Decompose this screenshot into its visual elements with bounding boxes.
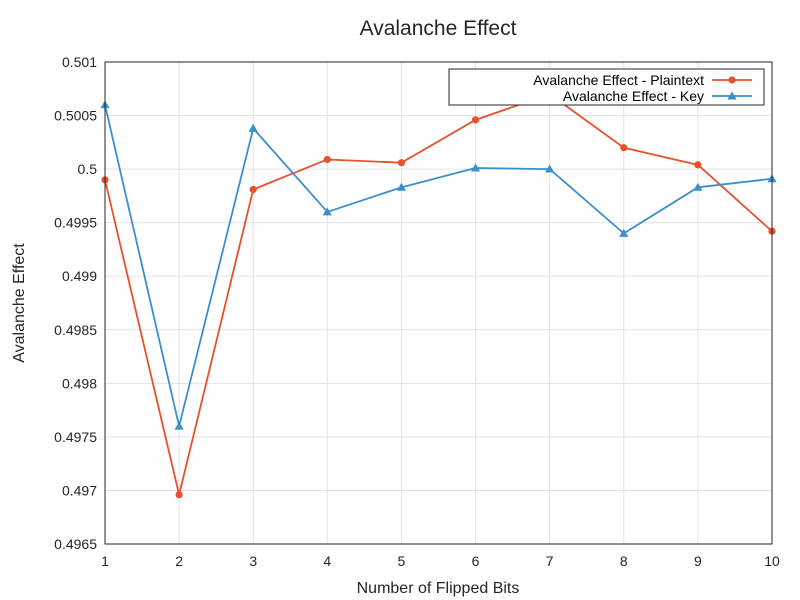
y-tick-label: 0.4995: [54, 215, 97, 231]
grid: [104, 61, 773, 545]
y-tick-label: 0.4975: [54, 429, 97, 445]
data-point: [322, 207, 332, 216]
legend-marker: [727, 91, 737, 100]
y-axis-ticks: 0.4965 0.497 0.4975 0.498 0.4985 0.499 0.4995 0…: [54, 54, 97, 552]
chart-title: Avalanche Effect: [360, 17, 517, 40]
data-point: [470, 163, 481, 172]
data-point: [545, 164, 555, 173]
x-tick-label: 4: [323, 553, 331, 569]
y-tick-label: 0.4985: [54, 322, 97, 338]
y-tick-label: 0.499: [62, 268, 97, 284]
legend-label: Avalanche Effect - Key: [563, 88, 704, 104]
x-tick-label: 1: [101, 553, 109, 569]
x-axis-ticks: 1 2 3 4 5 6 7 8 9 10: [101, 553, 780, 569]
data-point: [174, 421, 184, 430]
y-tick-label: 0.5005: [54, 108, 97, 124]
data-point: [175, 491, 183, 499]
plot-frame: [104, 61, 773, 545]
x-tick-label: 9: [694, 553, 702, 569]
legend-marker: [728, 76, 736, 84]
y-tick-label: 0.498: [62, 375, 97, 391]
data-point: [248, 123, 258, 132]
data-point: [619, 228, 629, 237]
y-tick-label: 0.501: [62, 54, 97, 70]
series-key: [100, 100, 777, 430]
data-point: [397, 159, 406, 167]
x-tick-label: 6: [472, 553, 480, 569]
x-tick-label: 2: [175, 553, 183, 569]
data-point: [694, 161, 702, 169]
data-point: [249, 185, 257, 194]
data-point: [693, 182, 703, 191]
y-tick-label: 0.497: [62, 482, 97, 498]
x-tick-label: 3: [249, 553, 257, 569]
x-tick-label: 7: [546, 553, 554, 569]
y-tick-label: 0.5: [78, 161, 98, 177]
x-tick-label: 10: [764, 553, 780, 569]
legend-item: Avalanche Effect - Key: [563, 88, 752, 104]
data-point: [323, 155, 331, 164]
series-line: [104, 104, 773, 428]
series-plaintext: [101, 90, 776, 499]
x-tick-label: 8: [620, 553, 628, 569]
series-line: [104, 93, 773, 496]
y-axis-label: Avalanche Effect: [11, 243, 28, 363]
data-point: [471, 116, 480, 124]
x-tick-label: 5: [398, 553, 406, 569]
legend-item: Avalanche Effect - Plaintext: [533, 72, 752, 88]
y-tick-label: 0.4965: [54, 536, 97, 552]
legend-label: Avalanche Effect - Plaintext: [533, 72, 704, 88]
legend-box: [448, 68, 765, 106]
data-point: [620, 144, 628, 152]
x-axis-label: Number of Flipped Bits: [357, 580, 520, 597]
data-point: [396, 182, 407, 191]
